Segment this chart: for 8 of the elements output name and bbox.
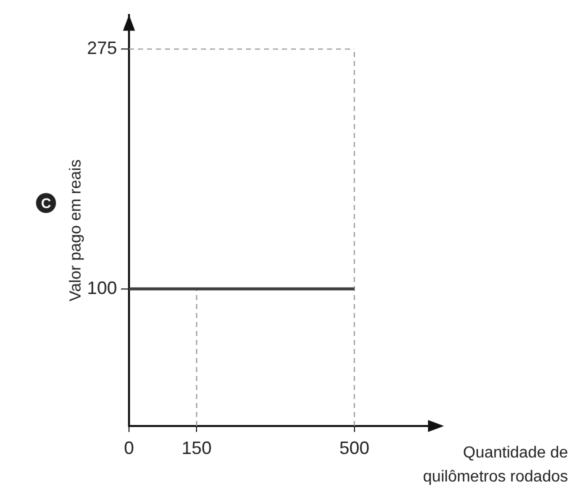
y-tick-label: 275 [86, 38, 117, 58]
y-axis-title: Valor pago em reais [67, 159, 84, 302]
x-axis-title: Quantidade de quilômetros rodados [423, 444, 568, 486]
x-tick-label: 150 [182, 438, 212, 458]
x-tick-label: 500 [339, 438, 370, 458]
x-tick-label: 0 [124, 438, 134, 458]
text: C [36, 193, 56, 213]
y-tick-label: 100 [86, 278, 117, 298]
